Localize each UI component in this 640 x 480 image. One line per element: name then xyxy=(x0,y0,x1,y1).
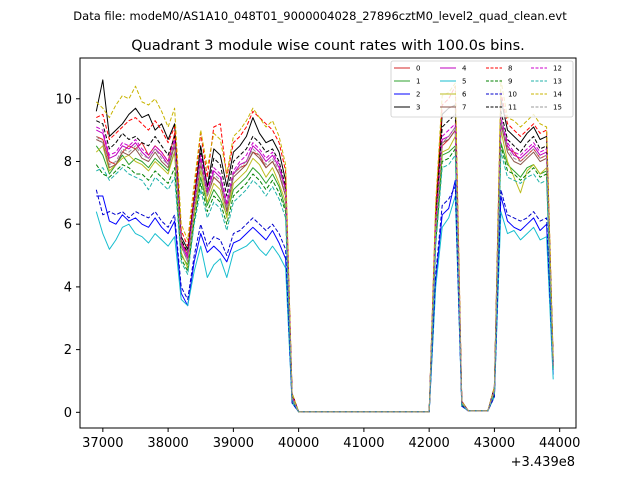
legend-label-8: 8 xyxy=(508,65,512,73)
legend-label-5: 5 xyxy=(462,78,466,86)
series-line-2 xyxy=(96,179,554,413)
x-offset-label: +3.439e8 xyxy=(511,455,575,470)
x-tick-label: 42000 xyxy=(408,436,449,451)
x-tick-label: 38000 xyxy=(147,436,188,451)
legend-label-12: 12 xyxy=(553,65,562,73)
legend-label-14: 14 xyxy=(553,91,562,99)
y-tick-label: 0 xyxy=(64,406,72,421)
series-line-5 xyxy=(95,195,554,413)
y-tick-label: 8 xyxy=(64,155,72,170)
x-tick-label: 43000 xyxy=(474,436,515,451)
legend-label-3: 3 xyxy=(416,104,420,112)
series-line-13 xyxy=(96,151,554,413)
legend-label-10: 10 xyxy=(508,91,517,99)
series-line-3 xyxy=(95,79,554,413)
legend-label-15: 15 xyxy=(553,104,562,112)
x-tick-label: 37000 xyxy=(82,436,123,451)
legend-label-13: 13 xyxy=(553,78,562,86)
y-tick-label: 2 xyxy=(64,343,72,358)
chart-title: Quadrant 3 module wise count rates with … xyxy=(131,38,525,54)
x-tick-label: 40000 xyxy=(278,436,319,451)
y-axis: 0 2 4 6 8 10 xyxy=(55,92,80,421)
series-line-14 xyxy=(95,79,554,413)
x-tick-label: 41000 xyxy=(343,436,384,451)
legend-label-11: 11 xyxy=(508,104,517,112)
y-tick-label: 6 xyxy=(64,218,72,233)
legend-label-2: 2 xyxy=(416,91,420,99)
legend-label-6: 6 xyxy=(462,91,467,99)
series-line-12 xyxy=(96,117,554,413)
series-line-6 xyxy=(95,129,554,413)
series-line-8 xyxy=(96,85,554,413)
legend-label-7: 7 xyxy=(462,104,466,112)
legend-label-4: 4 xyxy=(462,65,467,73)
legend-label-1: 1 xyxy=(416,78,420,86)
series-line-9 xyxy=(95,145,554,413)
series-layer xyxy=(95,79,554,413)
series-line-10 xyxy=(95,186,554,413)
series-line-0 xyxy=(96,123,554,413)
y-tick-label: 4 xyxy=(64,280,72,295)
x-tick-label: 39000 xyxy=(213,436,254,451)
axes-frame xyxy=(79,57,577,429)
legend-label-0: 0 xyxy=(416,65,420,73)
legend-label-9: 9 xyxy=(508,78,512,86)
series-line-1 xyxy=(95,142,554,413)
x-axis: 37000 38000 39000 40000 41000 42000 43000 44000 xyxy=(82,428,580,451)
data-file-suptitle: Data file: modeM0/AS1A10_048T01_90000040… xyxy=(73,9,567,23)
series-line-15 xyxy=(95,120,554,413)
y-tick-label: 10 xyxy=(55,92,72,107)
series-line-7 xyxy=(96,123,554,413)
x-tick-label: 44000 xyxy=(539,436,580,451)
legend-box xyxy=(390,60,574,118)
